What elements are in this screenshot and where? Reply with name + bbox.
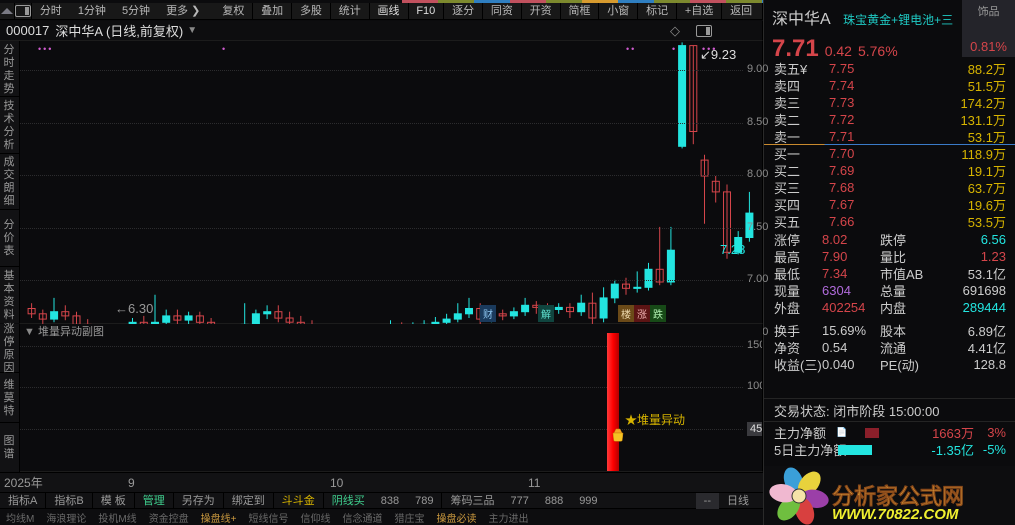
svg-text:WWW.70822.COM: WWW.70822.COM	[832, 506, 959, 523]
